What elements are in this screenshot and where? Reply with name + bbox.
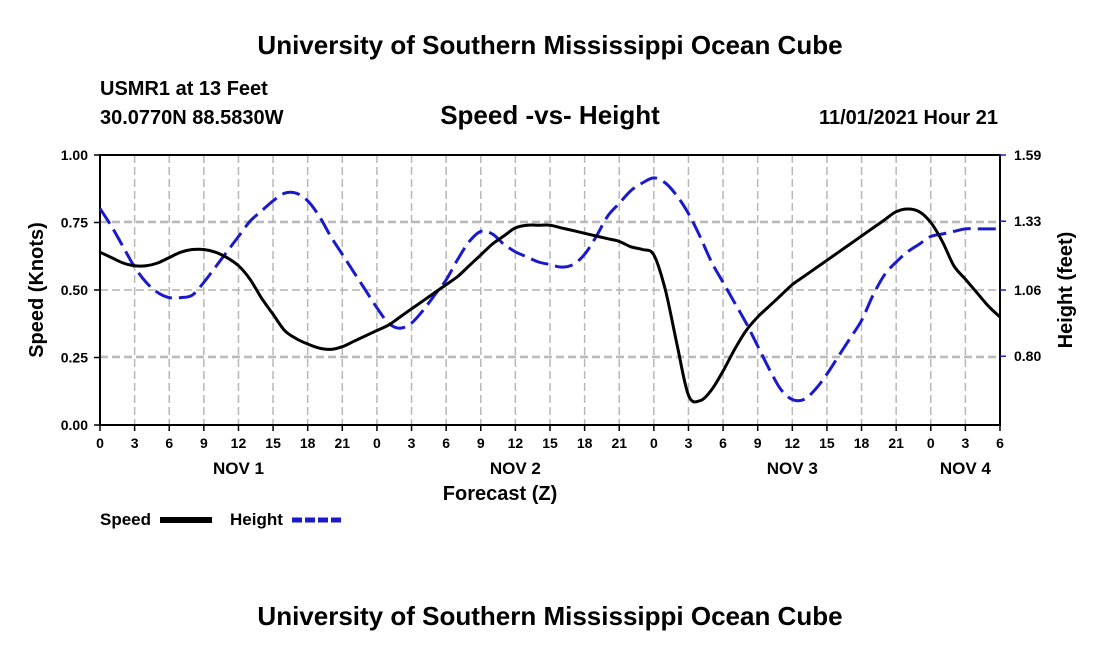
axis-ticks: 0 3 6 9 12 15 18 21 0 3 6 9 12 15 18 21 0 3 6 9 12 15 18 21 0 3 6N…: [61, 147, 1042, 478]
x-axis-label: Forecast (Z): [443, 483, 557, 505]
footer-title: University of Southern Mississippi Ocean…: [257, 601, 842, 631]
x-tick-label: 3: [408, 435, 416, 451]
x-tick-label: 21: [335, 435, 351, 451]
x-tick-label: 9: [477, 435, 485, 451]
day-label: NOV 3: [767, 459, 818, 478]
x-tick-label: 6: [996, 435, 1004, 451]
day-label: NOV 2: [490, 459, 541, 478]
x-tick-label: 0: [927, 435, 935, 451]
x-tick-label: 12: [785, 435, 801, 451]
x-tick-label: 0: [373, 435, 381, 451]
y-axis-label: Speed (Knots): [26, 222, 48, 358]
x-tick-label: 18: [854, 435, 870, 451]
x-tick-label: 21: [888, 435, 904, 451]
x-tick-label: 9: [200, 435, 208, 451]
y-tick-label: 1.00: [61, 147, 88, 163]
x-tick-label: 0: [650, 435, 658, 451]
x-tick-label: 6: [719, 435, 727, 451]
coordinates-label: 30.0770N 88.5830W: [100, 107, 284, 129]
x-tick-label: 3: [131, 435, 139, 451]
y-tick-label: 0.50: [61, 282, 88, 298]
x-tick-label: 18: [577, 435, 593, 451]
x-tick-label: 3: [685, 435, 693, 451]
legend-speed-label: Speed: [100, 510, 151, 529]
y-tick-label: 0.75: [61, 215, 88, 231]
x-tick-label: 3: [961, 435, 969, 451]
datetime-label: 11/01/2021 Hour 21: [819, 107, 998, 129]
y2-axis-label: Height (feet): [1055, 232, 1077, 349]
station-label: USMR1 at 13 Feet: [100, 78, 268, 100]
chart-title: Speed -vs- Height: [440, 100, 660, 130]
height-series-line: [98, 176, 1000, 403]
page-title: University of Southern Mississippi Ocean…: [257, 30, 842, 60]
legend: Speed Height: [100, 510, 344, 529]
day-label: NOV 1: [213, 459, 264, 478]
x-tick-label: 15: [819, 435, 835, 451]
x-tick-label: 9: [754, 435, 762, 451]
day-label: NOV 4: [940, 459, 992, 478]
legend-height-label: Height: [230, 510, 283, 529]
y-tick-label: 0.00: [61, 417, 88, 433]
y2-tick-label: 0.80: [1014, 348, 1041, 364]
series-group: [98, 176, 1002, 404]
y2-tick-label: 1.06: [1014, 282, 1041, 298]
x-tick-label: 0: [96, 435, 104, 451]
grid: [100, 154, 1000, 425]
x-tick-label: 15: [542, 435, 558, 451]
speed-series-line: [99, 207, 1002, 404]
y-tick-label: 0.25: [61, 350, 88, 366]
x-tick-label: 18: [300, 435, 316, 451]
x-tick-label: 21: [611, 435, 627, 451]
x-tick-label: 15: [265, 435, 281, 451]
y2-tick-label: 1.33: [1014, 213, 1041, 229]
x-tick-label: 12: [508, 435, 524, 451]
x-tick-label: 6: [165, 435, 173, 451]
x-tick-label: 12: [231, 435, 247, 451]
x-tick-label: 6: [442, 435, 450, 451]
y2-tick-label: 1.59: [1014, 147, 1041, 163]
